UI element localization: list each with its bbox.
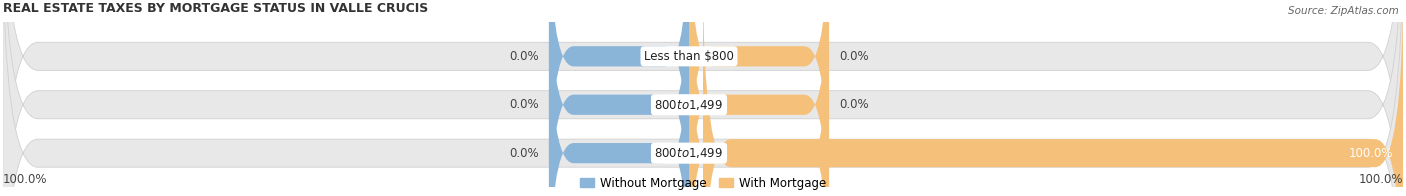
FancyBboxPatch shape bbox=[3, 0, 1403, 196]
Text: 0.0%: 0.0% bbox=[509, 147, 538, 160]
Text: Less than $800: Less than $800 bbox=[644, 50, 734, 63]
FancyBboxPatch shape bbox=[689, 0, 830, 196]
Text: 0.0%: 0.0% bbox=[839, 98, 869, 111]
FancyBboxPatch shape bbox=[3, 0, 1403, 196]
Text: 0.0%: 0.0% bbox=[509, 50, 538, 63]
Text: $800 to $1,499: $800 to $1,499 bbox=[654, 98, 724, 112]
FancyBboxPatch shape bbox=[703, 0, 1403, 196]
Text: 100.0%: 100.0% bbox=[1348, 147, 1393, 160]
FancyBboxPatch shape bbox=[548, 0, 689, 196]
FancyBboxPatch shape bbox=[689, 0, 830, 196]
Text: REAL ESTATE TAXES BY MORTGAGE STATUS IN VALLE CRUCIS: REAL ESTATE TAXES BY MORTGAGE STATUS IN … bbox=[3, 2, 427, 15]
FancyBboxPatch shape bbox=[548, 0, 689, 196]
Text: 0.0%: 0.0% bbox=[509, 98, 538, 111]
FancyBboxPatch shape bbox=[3, 0, 1403, 196]
Text: 0.0%: 0.0% bbox=[839, 50, 869, 63]
Text: 100.0%: 100.0% bbox=[3, 173, 48, 186]
FancyBboxPatch shape bbox=[548, 0, 689, 196]
Text: Source: ZipAtlas.com: Source: ZipAtlas.com bbox=[1288, 6, 1399, 16]
FancyBboxPatch shape bbox=[689, 0, 830, 196]
Text: $800 to $1,499: $800 to $1,499 bbox=[654, 146, 724, 160]
Text: 100.0%: 100.0% bbox=[1358, 173, 1403, 186]
Legend: Without Mortgage, With Mortgage: Without Mortgage, With Mortgage bbox=[575, 172, 831, 194]
